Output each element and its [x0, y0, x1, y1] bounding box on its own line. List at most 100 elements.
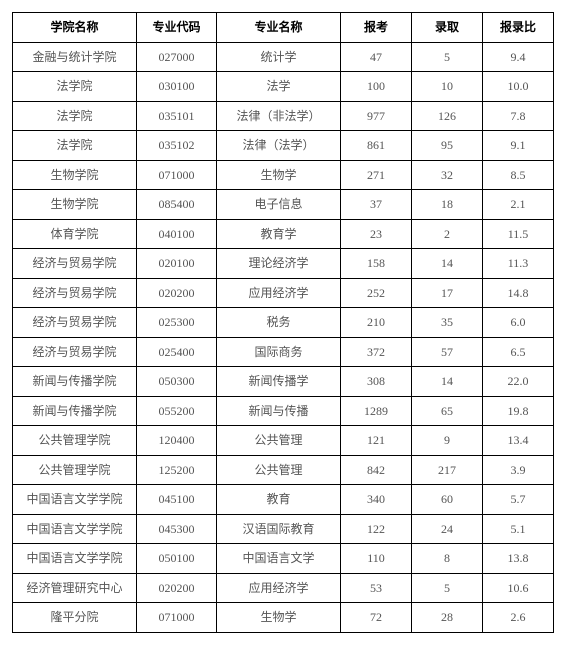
table-cell: 法学院: [13, 131, 137, 161]
table-cell: 中国语言文学学院: [13, 544, 137, 574]
table-cell: 教育学: [217, 219, 341, 249]
table-cell: 121: [341, 426, 412, 456]
table-cell: 应用经济学: [217, 278, 341, 308]
table-cell: 中国语言文学: [217, 544, 341, 574]
col-header-major-name: 专业名称: [217, 13, 341, 43]
table-cell: 6.0: [483, 308, 554, 338]
table-cell: 7.8: [483, 101, 554, 131]
table-cell: 2.6: [483, 603, 554, 633]
table-cell: 公共管理学院: [13, 455, 137, 485]
table-cell: 60: [412, 485, 483, 515]
col-header-applicants: 报考: [341, 13, 412, 43]
table-cell: 32: [412, 160, 483, 190]
table-cell: 72: [341, 603, 412, 633]
table-cell: 生物学院: [13, 160, 137, 190]
table-row: 体育学院040100教育学23211.5: [13, 219, 554, 249]
table-cell: 23: [341, 219, 412, 249]
table-cell: 071000: [137, 160, 217, 190]
table-cell: 10.0: [483, 72, 554, 102]
table-cell: 14: [412, 367, 483, 397]
table-row: 法学院035101法律（非法学）9771267.8: [13, 101, 554, 131]
table-cell: 经济与贸易学院: [13, 308, 137, 338]
table-cell: 9: [412, 426, 483, 456]
table-cell: 027000: [137, 42, 217, 72]
table-cell: 生物学院: [13, 190, 137, 220]
table-cell: 210: [341, 308, 412, 338]
table-cell: 体育学院: [13, 219, 137, 249]
table-cell: 28: [412, 603, 483, 633]
table-cell: 217: [412, 455, 483, 485]
table-row: 新闻与传播学院055200新闻与传播12896519.8: [13, 396, 554, 426]
table-row: 经济与贸易学院025300税务210356.0: [13, 308, 554, 338]
header-row: 学院名称 专业代码 专业名称 报考 录取 报录比: [13, 13, 554, 43]
table-header: 学院名称 专业代码 专业名称 报考 录取 报录比: [13, 13, 554, 43]
table-cell: 158: [341, 249, 412, 279]
table-cell: 340: [341, 485, 412, 515]
table-cell: 57: [412, 337, 483, 367]
col-header-admitted: 录取: [412, 13, 483, 43]
table-cell: 035102: [137, 131, 217, 161]
table-row: 经济管理研究中心020200应用经济学53510.6: [13, 573, 554, 603]
table-cell: 65: [412, 396, 483, 426]
table-row: 中国语言文学学院045300汉语国际教育122245.1: [13, 514, 554, 544]
table-cell: 035101: [137, 101, 217, 131]
table-row: 金融与统计学院027000统计学4759.4: [13, 42, 554, 72]
table-cell: 经济与贸易学院: [13, 278, 137, 308]
table-cell: 10.6: [483, 573, 554, 603]
table-cell: 271: [341, 160, 412, 190]
table-body: 金融与统计学院027000统计学4759.4法学院030100法学1001010…: [13, 42, 554, 632]
table-row: 新闻与传播学院050300新闻传播学3081422.0: [13, 367, 554, 397]
table-cell: 5.1: [483, 514, 554, 544]
table-cell: 公共管理学院: [13, 426, 137, 456]
table-cell: 5.7: [483, 485, 554, 515]
table-cell: 24: [412, 514, 483, 544]
table-cell: 新闻传播学: [217, 367, 341, 397]
table-cell: 新闻与传播学院: [13, 396, 137, 426]
table-cell: 经济与贸易学院: [13, 337, 137, 367]
table-cell: 100: [341, 72, 412, 102]
table-cell: 13.8: [483, 544, 554, 574]
col-header-college: 学院名称: [13, 13, 137, 43]
table-cell: 95: [412, 131, 483, 161]
table-cell: 977: [341, 101, 412, 131]
table-cell: 11.3: [483, 249, 554, 279]
table-cell: 020100: [137, 249, 217, 279]
table-cell: 公共管理: [217, 426, 341, 456]
table-cell: 5: [412, 573, 483, 603]
table-cell: 47: [341, 42, 412, 72]
admissions-table: 学院名称 专业代码 专业名称 报考 录取 报录比 金融与统计学院027000统计…: [12, 12, 554, 633]
table-cell: 14: [412, 249, 483, 279]
table-cell: 教育: [217, 485, 341, 515]
table-cell: 10: [412, 72, 483, 102]
table-cell: 055200: [137, 396, 217, 426]
table-cell: 9.1: [483, 131, 554, 161]
table-cell: 生物学: [217, 603, 341, 633]
table-cell: 8.5: [483, 160, 554, 190]
table-cell: 050100: [137, 544, 217, 574]
table-row: 中国语言文学学院050100中国语言文学110813.8: [13, 544, 554, 574]
table-cell: 120400: [137, 426, 217, 456]
table-cell: 11.5: [483, 219, 554, 249]
table-cell: 金融与统计学院: [13, 42, 137, 72]
table-cell: 隆平分院: [13, 603, 137, 633]
table-cell: 公共管理: [217, 455, 341, 485]
table-cell: 53: [341, 573, 412, 603]
table-row: 法学院035102法律（法学）861959.1: [13, 131, 554, 161]
table-cell: 3.9: [483, 455, 554, 485]
table-cell: 法律（非法学）: [217, 101, 341, 131]
table-cell: 法学院: [13, 72, 137, 102]
table-cell: 085400: [137, 190, 217, 220]
table-cell: 372: [341, 337, 412, 367]
table-cell: 2.1: [483, 190, 554, 220]
table-row: 隆平分院071000生物学72282.6: [13, 603, 554, 633]
table-row: 经济与贸易学院025400国际商务372576.5: [13, 337, 554, 367]
table-cell: 8: [412, 544, 483, 574]
table-cell: 110: [341, 544, 412, 574]
table-cell: 126: [412, 101, 483, 131]
table-cell: 14.8: [483, 278, 554, 308]
table-cell: 新闻与传播学院: [13, 367, 137, 397]
table-cell: 17: [412, 278, 483, 308]
table-cell: 252: [341, 278, 412, 308]
table-cell: 2: [412, 219, 483, 249]
table-row: 生物学院085400电子信息37182.1: [13, 190, 554, 220]
